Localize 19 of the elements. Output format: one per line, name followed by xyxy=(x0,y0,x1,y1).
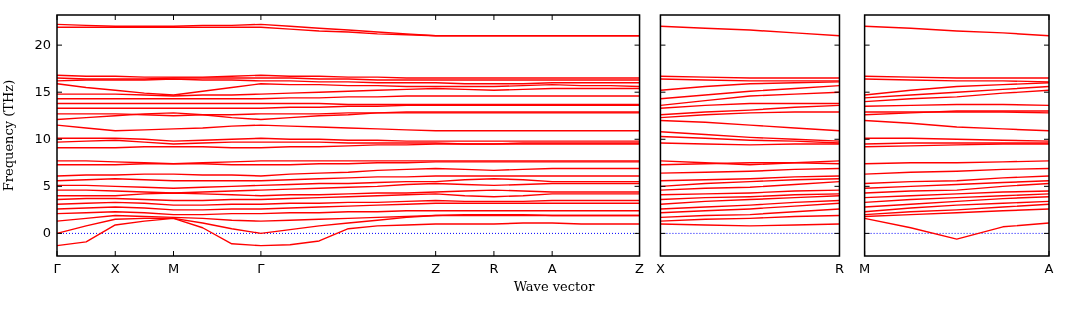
x-tick-label: Z xyxy=(635,261,645,277)
x-tick-label: X xyxy=(656,261,665,277)
y-tick-label: 20 xyxy=(34,36,51,52)
x-tick-label: Γ xyxy=(53,261,62,277)
x-tick-label: Γ xyxy=(257,261,266,277)
x-tick-label: R xyxy=(834,261,845,277)
y-tick-label: 0 xyxy=(42,224,51,240)
x-tick-label: A xyxy=(1044,261,1054,277)
x-tick-label: R xyxy=(489,261,499,277)
y-tick-label: 15 xyxy=(34,83,51,99)
x-tick-label: X xyxy=(110,261,120,277)
x-axis-title: Wave vector xyxy=(513,279,595,294)
y-tick-label: 5 xyxy=(42,177,51,193)
x-tick-label: M xyxy=(167,261,180,277)
x-tick-label: M xyxy=(859,261,871,277)
x-tick-label: Z xyxy=(431,261,441,277)
y-tick-label: 10 xyxy=(34,130,51,146)
y-axis-title: Frequency (THz) xyxy=(1,79,17,192)
x-tick-label: A xyxy=(547,261,557,277)
